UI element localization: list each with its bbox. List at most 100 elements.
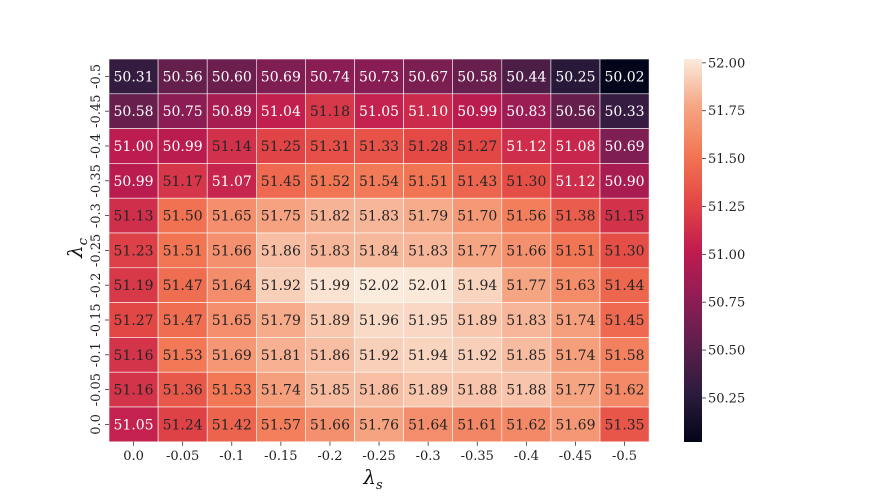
- heatmap-cell: [501, 232, 552, 269]
- heatmap-cell-label: 51.92: [359, 348, 399, 364]
- y-tick-label: -0.1: [89, 342, 104, 367]
- heatmap-cell-label: 51.28: [408, 139, 448, 155]
- heatmap-cell-label: 51.00: [114, 139, 154, 155]
- y-tick-label: -0.4: [89, 133, 104, 158]
- heatmap-cell: [599, 302, 650, 338]
- heatmap-cell-label: 51.86: [359, 383, 399, 399]
- heatmap-cell: [255, 163, 306, 199]
- heatmap-cell-label: 51.44: [605, 278, 645, 294]
- heatmap-cell: [255, 197, 306, 234]
- x-axis-title-symbol: λ: [362, 465, 376, 489]
- heatmap-cell: [354, 93, 404, 129]
- x-tick-label: -0.1: [219, 449, 244, 464]
- heatmap-cell: [108, 337, 159, 373]
- heatmap-cell: [206, 58, 257, 95]
- heatmap-cell-label: 51.64: [212, 278, 252, 294]
- heatmap-cell: [452, 93, 503, 129]
- heatmap-cell: [354, 267, 404, 303]
- heatmap-cell-label: 51.18: [310, 104, 350, 120]
- heatmap-cell-label: 50.56: [163, 69, 203, 85]
- y-axis-title: λc: [63, 237, 91, 259]
- y-tick-label: 0.0: [89, 414, 104, 435]
- heatmap-cell-label: 50.74: [310, 69, 350, 85]
- heatmap-cell-label: 51.86: [310, 348, 350, 364]
- heatmap-cell-label: 51.25: [261, 139, 301, 155]
- y-tick-label: -0.05: [89, 373, 104, 406]
- heatmap-cell-label: 51.47: [163, 278, 203, 294]
- heatmap-cell-label: 51.85: [310, 383, 350, 399]
- heatmap-cell-label: 50.02: [605, 69, 645, 85]
- x-tick-label: -0.3: [416, 449, 441, 464]
- x-tick-label: -0.35: [461, 449, 494, 464]
- heatmap-cell-label: 51.53: [163, 348, 203, 364]
- heatmap-cell-label: 50.58: [114, 104, 154, 120]
- heatmap-cell-label: 51.76: [359, 417, 399, 433]
- heatmap-cell: [599, 232, 650, 269]
- y-tick-label: -0.3: [89, 203, 104, 228]
- heatmap-cell: [206, 197, 257, 234]
- heatmap-cell-label: 51.65: [212, 209, 252, 225]
- heatmap-cell-label: 51.07: [212, 174, 252, 190]
- heatmap-cell-label: 50.58: [457, 69, 497, 85]
- heatmap-cell: [354, 58, 404, 95]
- x-axis-ticks: 0.0 -0.05 -0.1 -0.15 -0.2 -0.25 -0.3 -0.35 -0.4 -…: [123, 441, 637, 464]
- colorbar-ticks: 52.00 51.75 51.50 51.25 51.00 50.75 50.50 50.25: [702, 56, 745, 406]
- heatmap-cell: [550, 197, 601, 234]
- heatmap-cell-label: 51.95: [408, 313, 448, 329]
- heatmap-cell: [255, 337, 306, 373]
- colorbar-tick-label: 50.75: [708, 296, 745, 311]
- heatmap-cell-label: 50.25: [555, 69, 595, 85]
- colorbar-tick-label: 51.25: [708, 200, 745, 215]
- heatmap-cell-label: 51.45: [605, 313, 645, 329]
- heatmap-cell-label: 51.77: [506, 278, 546, 294]
- heatmap-cell: [501, 267, 552, 303]
- heatmap-cell: [108, 302, 159, 338]
- heatmap-cell-label: 51.53: [212, 383, 252, 399]
- heatmap-cell: [305, 93, 355, 129]
- heatmap-cell: [403, 93, 454, 129]
- heatmap-cell: [108, 267, 159, 303]
- heatmap-cell-label: 50.90: [605, 174, 645, 190]
- heatmap-cell: [157, 197, 208, 234]
- heatmap-cell-label: 51.88: [457, 383, 497, 399]
- x-axis-title-subscript: s: [376, 478, 383, 493]
- heatmap-cell-label: 51.14: [212, 139, 252, 155]
- heatmap-cell-label: 51.66: [310, 417, 350, 433]
- heatmap-cell-label: 51.08: [555, 139, 595, 155]
- heatmap-cell: [354, 406, 404, 443]
- heatmap-cell-label: 51.62: [506, 417, 546, 433]
- heatmap-cell-label: 51.94: [457, 278, 497, 294]
- heatmap-cell-label: 51.85: [506, 348, 546, 364]
- heatmap-cell-label: 51.70: [457, 209, 497, 225]
- heatmap-cell-label: 50.99: [163, 139, 203, 155]
- heatmap-cell: [599, 128, 650, 164]
- heatmap-cell-label: 51.89: [408, 383, 448, 399]
- heatmap-cell: [599, 197, 650, 234]
- y-tick-label: -0.5: [89, 64, 104, 89]
- heatmap-cell: [305, 406, 355, 443]
- heatmap-cell: [206, 163, 257, 199]
- heatmap-cell: [206, 267, 257, 303]
- heatmap-cell: [255, 371, 306, 408]
- heatmap-cell-label: 51.54: [359, 174, 399, 190]
- heatmap-cell-label: 51.16: [114, 348, 154, 364]
- heatmap-cell: [157, 58, 208, 95]
- heatmap-cell: [501, 371, 552, 408]
- y-tick-label: -0.35: [89, 164, 104, 197]
- heatmap-cell-label: 51.24: [163, 417, 203, 433]
- heatmap-cell-label: 51.77: [555, 383, 595, 399]
- heatmap-cell: [354, 232, 404, 269]
- heatmap-cell-label: 51.47: [163, 313, 203, 329]
- heatmap-cell-label: 51.31: [310, 139, 350, 155]
- x-tick-label: -0.05: [166, 449, 199, 464]
- heatmap-cell: [108, 128, 159, 164]
- heatmap-cell-label: 51.88: [506, 383, 546, 399]
- heatmap-cell: [452, 406, 503, 443]
- x-tick-label: -0.25: [362, 449, 395, 464]
- heatmap-cell-label: 51.69: [555, 417, 595, 433]
- heatmap-cell: [354, 128, 404, 164]
- heatmap-cell-labels: 50.31 50.56 50.60 50.69 50.74 50.73 50.67 50.58…: [114, 69, 645, 433]
- heatmap-cell-label: 50.60: [212, 69, 252, 85]
- heatmap-cell: [206, 371, 257, 408]
